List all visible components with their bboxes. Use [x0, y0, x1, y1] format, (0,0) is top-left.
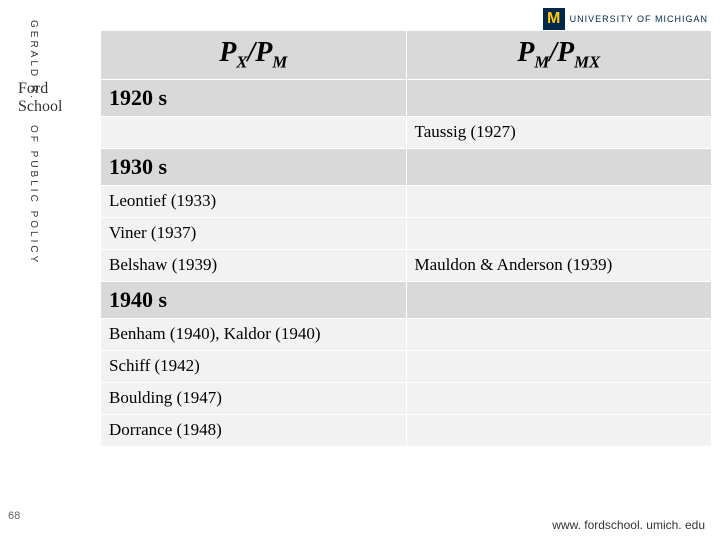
- cell-left: 1920 s: [101, 79, 407, 116]
- cell-left: Leontief (1933): [101, 185, 407, 217]
- cell-left: Belshaw (1939): [101, 249, 407, 281]
- table-header-row: PX/PMPM/PMX: [101, 31, 712, 80]
- cell-right: Mauldon & Anderson (1939): [406, 249, 712, 281]
- cell-left: 1940 s: [101, 281, 407, 318]
- cell-right: [406, 185, 712, 217]
- decade-row: 1920 s: [101, 79, 712, 116]
- references-table: PX/PMPM/PMX1920 sTaussig (1927)1930 sLeo…: [100, 30, 712, 447]
- cell-left: Benham (1940), Kaldor (1940): [101, 318, 407, 350]
- university-name: UNIVERSITY OF MICHIGAN: [570, 14, 708, 24]
- header-col2: PM/PMX: [406, 31, 712, 80]
- cell-left: 1930 s: [101, 148, 407, 185]
- table-row: Viner (1937): [101, 217, 712, 249]
- cell-left: [101, 116, 407, 148]
- table-row: Benham (1940), Kaldor (1940): [101, 318, 712, 350]
- cell-left: Schiff (1942): [101, 350, 407, 382]
- cell-right: [406, 79, 712, 116]
- school-text: School: [18, 98, 62, 116]
- sidebar-vertical-text-2: OF PUBLIC POLICY: [28, 125, 39, 265]
- table-row: Schiff (1942): [101, 350, 712, 382]
- cell-right: Taussig (1927): [406, 116, 712, 148]
- cell-right: [406, 281, 712, 318]
- ford-school-logo: Ford School: [18, 80, 62, 116]
- cell-right: [406, 382, 712, 414]
- cell-right: [406, 318, 712, 350]
- table-row: Belshaw (1939)Mauldon & Anderson (1939): [101, 249, 712, 281]
- cell-left: Dorrance (1948): [101, 414, 407, 446]
- university-logo: M UNIVERSITY OF MICHIGAN: [543, 8, 708, 30]
- michigan-m-icon: M: [543, 8, 565, 30]
- cell-right: [406, 414, 712, 446]
- table-row: Boulding (1947): [101, 382, 712, 414]
- cell-right: [406, 217, 712, 249]
- cell-right: [406, 350, 712, 382]
- ford-text: Ford: [18, 80, 62, 98]
- decade-row: 1940 s: [101, 281, 712, 318]
- cell-right: [406, 148, 712, 185]
- cell-left: Viner (1937): [101, 217, 407, 249]
- table-row: Taussig (1927): [101, 116, 712, 148]
- decade-row: 1930 s: [101, 148, 712, 185]
- table-row: Dorrance (1948): [101, 414, 712, 446]
- header-col1: PX/PM: [101, 31, 407, 80]
- footer-url: www. fordschool. umich. edu: [552, 518, 705, 532]
- table-row: Leontief (1933): [101, 185, 712, 217]
- cell-left: Boulding (1947): [101, 382, 407, 414]
- page-number: 68: [8, 510, 20, 522]
